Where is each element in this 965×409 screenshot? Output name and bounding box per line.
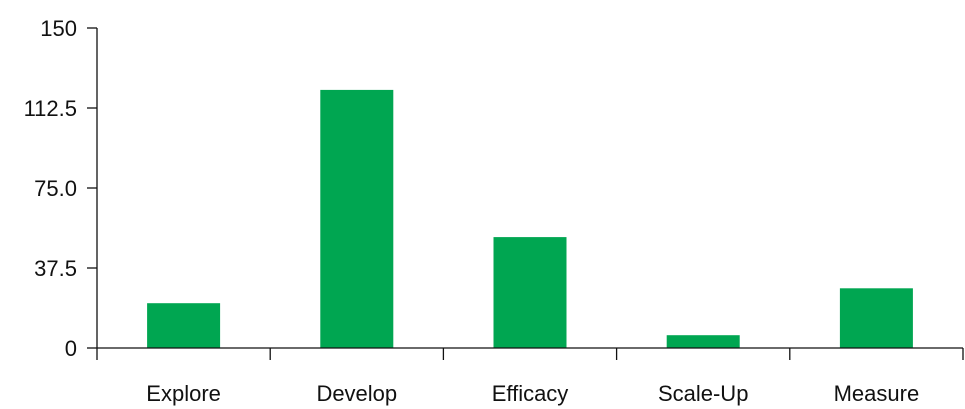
y-tick-label: 37.5 [34, 256, 77, 281]
y-tick-label: 75.0 [34, 176, 77, 201]
x-tick-label-explore: Explore [146, 381, 221, 406]
x-tick-label-measure: Measure [834, 381, 920, 406]
y-tick-label: 0 [65, 336, 77, 361]
bar-efficacy [493, 237, 567, 348]
bar-explore [147, 303, 221, 348]
bars-group [147, 89, 913, 349]
bar-scale-up [666, 335, 740, 348]
x-tick-label-efficacy: Efficacy [492, 381, 569, 406]
x-tick-label-scale-up: Scale-Up [658, 381, 748, 406]
x-ticks-group: Explore Develop Efficacy Scale-Up Measure [146, 348, 964, 406]
x-tick-label-develop: Develop [316, 381, 397, 406]
axes-group [96, 28, 963, 360]
bar-develop [320, 89, 394, 349]
y-tick-label: 150 [40, 16, 77, 41]
y-tick-label: 112.5 [24, 96, 77, 121]
y-ticks-group: 0 37.5 75.0 112.5 150 [24, 16, 97, 361]
bar-measure [839, 288, 913, 348]
